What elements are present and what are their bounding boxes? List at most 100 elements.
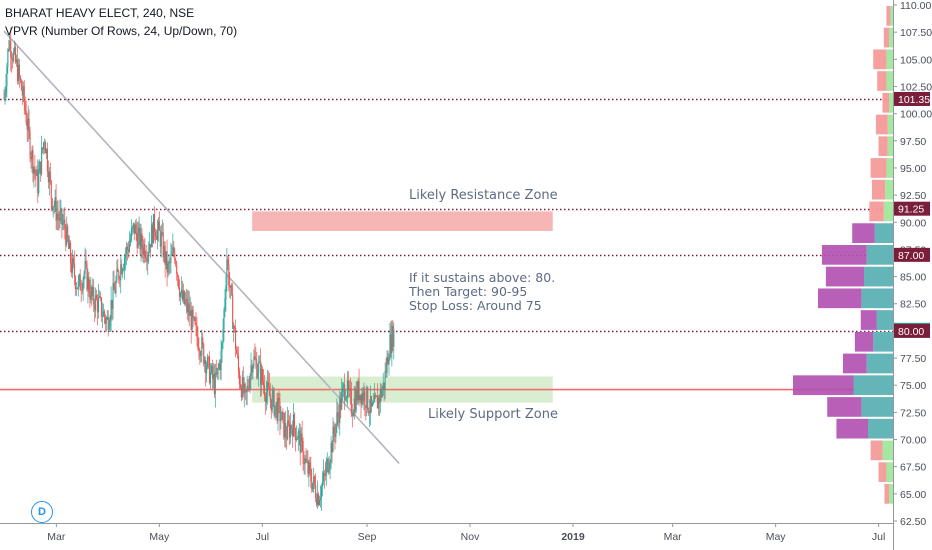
candle-body bbox=[71, 258, 74, 273]
candle-body bbox=[390, 334, 392, 354]
candle-body bbox=[386, 356, 388, 373]
candle-body bbox=[212, 374, 214, 379]
candle-body bbox=[361, 392, 363, 405]
candle-body bbox=[156, 229, 158, 240]
candle-body bbox=[243, 383, 245, 394]
candle-body bbox=[355, 389, 357, 412]
candle-body bbox=[341, 391, 343, 410]
candle-body bbox=[259, 361, 261, 363]
candle-body bbox=[31, 150, 33, 160]
y-tick-label: 77.50 bbox=[900, 353, 926, 365]
vp-bar-down bbox=[852, 223, 875, 243]
candle-body bbox=[135, 224, 137, 234]
candle-body bbox=[94, 304, 96, 311]
candle-body bbox=[7, 49, 9, 67]
candle-body bbox=[11, 57, 13, 60]
candle-body bbox=[275, 402, 277, 406]
candle-body bbox=[53, 205, 55, 207]
candle-body bbox=[221, 343, 223, 351]
indicator-legend[interactable]: VPVR (Number Of Rows, 24, Up/Down, 70) bbox=[5, 24, 238, 38]
candle-body bbox=[266, 382, 268, 393]
y-tick-label: 62.50 bbox=[900, 516, 926, 528]
candle-body bbox=[90, 286, 92, 300]
price-label-80.00: 80.00 bbox=[898, 326, 924, 338]
candle-body bbox=[83, 273, 85, 280]
candle-body bbox=[126, 246, 129, 250]
candle-body bbox=[54, 196, 56, 206]
candle-body bbox=[142, 247, 144, 255]
candle-body bbox=[111, 299, 113, 309]
candle-body bbox=[102, 311, 104, 317]
vp-bar-up bbox=[853, 375, 893, 396]
candle-body bbox=[290, 425, 292, 438]
candle-body bbox=[29, 131, 31, 158]
candle-body bbox=[13, 51, 15, 61]
candle-body bbox=[180, 292, 182, 297]
candle-body bbox=[70, 242, 72, 264]
candle-body bbox=[62, 223, 64, 225]
candle-body bbox=[47, 171, 49, 183]
candle-body bbox=[85, 261, 87, 264]
candle-body bbox=[72, 258, 75, 264]
candle-body bbox=[218, 363, 220, 368]
timeframe-badge[interactable]: D bbox=[31, 501, 53, 523]
candle-body bbox=[169, 261, 171, 263]
candle-body bbox=[59, 212, 61, 221]
candle-body bbox=[152, 224, 154, 244]
candle-body bbox=[297, 431, 299, 440]
price-axis-bg bbox=[893, 0, 932, 550]
candle-body bbox=[24, 102, 26, 112]
candle-body bbox=[215, 372, 217, 375]
x-tick-label: Mar bbox=[664, 531, 683, 543]
candle-body bbox=[363, 391, 365, 401]
candle-body bbox=[299, 430, 301, 453]
candle-body bbox=[141, 233, 143, 248]
candle-body bbox=[176, 264, 178, 274]
candle-body bbox=[115, 280, 117, 293]
candle-body bbox=[308, 462, 310, 474]
candle-body bbox=[381, 389, 383, 398]
candle-body bbox=[304, 458, 306, 465]
candle-body bbox=[207, 356, 209, 368]
vp-bar-down bbox=[878, 462, 887, 482]
vp-bar-down bbox=[836, 418, 868, 439]
candle-body bbox=[344, 384, 346, 400]
candle-body bbox=[168, 261, 170, 264]
candle-body bbox=[182, 291, 185, 301]
candle-body bbox=[321, 481, 323, 487]
candle-body bbox=[136, 233, 138, 248]
candle-body bbox=[352, 413, 354, 416]
candle-body bbox=[98, 297, 100, 313]
candle-body bbox=[3, 97, 5, 99]
candle-body bbox=[267, 382, 269, 387]
candle-body bbox=[134, 224, 136, 234]
candle-body bbox=[309, 462, 311, 469]
resistance-zone bbox=[252, 211, 553, 231]
candle-body bbox=[235, 349, 238, 354]
vp-bar-up bbox=[876, 310, 893, 330]
vp-bar-up bbox=[886, 71, 893, 91]
candle-body bbox=[360, 394, 362, 405]
trendline[interactable] bbox=[3, 30, 400, 464]
candle-body bbox=[359, 394, 361, 401]
candle-body bbox=[35, 171, 37, 176]
candle-body bbox=[69, 242, 71, 249]
candle-body bbox=[226, 259, 228, 286]
candle-body bbox=[139, 227, 141, 250]
candle-body bbox=[249, 375, 251, 389]
candle-body bbox=[330, 443, 332, 463]
candle-body bbox=[233, 326, 235, 329]
candle-body bbox=[51, 198, 53, 210]
candle-body bbox=[192, 309, 194, 319]
candle-body bbox=[262, 381, 265, 386]
candle-body bbox=[43, 142, 45, 150]
candle-body bbox=[113, 283, 115, 291]
candle-body bbox=[159, 230, 161, 247]
candle-body bbox=[286, 437, 288, 440]
candle-body bbox=[186, 298, 188, 312]
price-label-91.25: 91.25 bbox=[898, 204, 924, 216]
candle-body bbox=[65, 229, 67, 245]
candle-body bbox=[84, 261, 86, 274]
candle-body bbox=[9, 40, 11, 50]
